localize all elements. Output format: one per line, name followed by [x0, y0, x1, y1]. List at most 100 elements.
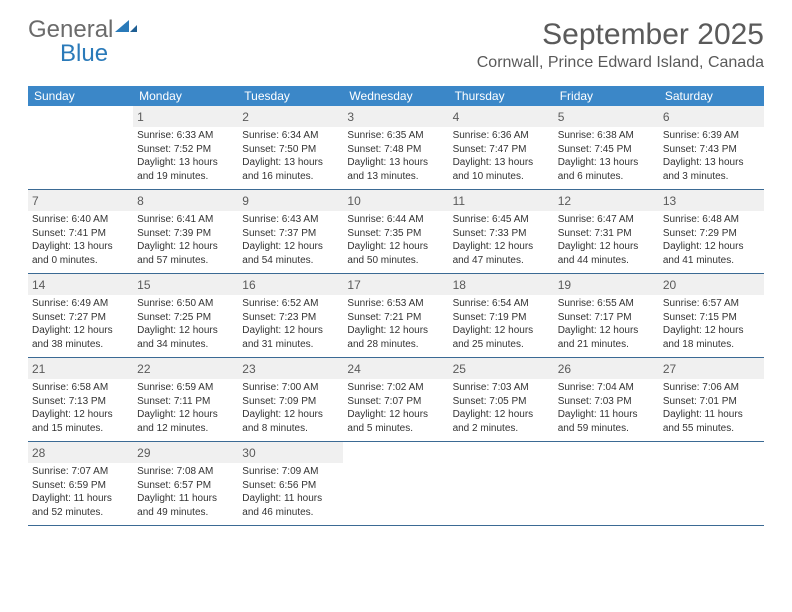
- day-info: Sunrise: 6:33 AMSunset: 7:52 PMDaylight:…: [137, 129, 234, 183]
- calendar-cell: 2 Sunrise: 6:34 AMSunset: 7:50 PMDaylight…: [238, 106, 343, 189]
- day-number: 14: [32, 276, 129, 293]
- day-info: Sunrise: 6:58 AMSunset: 7:13 PMDaylight:…: [32, 381, 129, 435]
- page-header: General Blue September 2025 Cornwall, Pr…: [0, 0, 792, 80]
- day-info: Sunrise: 7:00 AMSunset: 7:09 PMDaylight:…: [242, 381, 339, 435]
- day-info: Sunrise: 7:02 AMSunset: 7:07 PMDaylight:…: [347, 381, 444, 435]
- day-header: Friday: [554, 86, 659, 106]
- day-info: Sunrise: 6:53 AMSunset: 7:21 PMDaylight:…: [347, 297, 444, 351]
- calendar-week: 1 Sunrise: 6:33 AMSunset: 7:52 PMDaylight…: [28, 106, 764, 190]
- day-info: Sunrise: 6:40 AMSunset: 7:41 PMDaylight:…: [32, 213, 129, 267]
- day-info: Sunrise: 6:34 AMSunset: 7:50 PMDaylight:…: [242, 129, 339, 183]
- calendar-cell: 12Sunrise: 6:47 AMSunset: 7:31 PMDayligh…: [554, 190, 659, 273]
- day-number: 24: [347, 360, 444, 377]
- day-number: 9: [242, 192, 339, 209]
- location-subtitle: Cornwall, Prince Edward Island, Canada: [477, 54, 764, 72]
- calendar-cell: 4Sunrise: 6:36 AMSunset: 7:47 PMDaylight…: [449, 106, 554, 189]
- day-info: Sunrise: 6:35 AMSunset: 7:48 PMDaylight:…: [347, 129, 444, 183]
- day-number: 16: [242, 276, 339, 293]
- day-number-bar: 21: [28, 358, 133, 379]
- day-info: Sunrise: 7:09 AMSunset: 6:56 PMDaylight:…: [242, 465, 339, 519]
- day-number-bar: 14: [28, 274, 133, 295]
- title-block: September 2025 Cornwall, Prince Edward I…: [477, 18, 764, 72]
- day-number: 26: [558, 360, 655, 377]
- day-number-bar: 1: [133, 106, 238, 127]
- day-number: 30: [242, 444, 339, 461]
- day-number: 20: [663, 276, 760, 293]
- day-number-bar: 15: [133, 274, 238, 295]
- brand-word2: Blue: [28, 40, 108, 67]
- calendar-cell: 24 Sunrise: 7:02 AMSunset: 7:07 PMDayligh…: [343, 358, 448, 441]
- day-info: Sunrise: 7:04 AMSunset: 7:03 PMDaylight:…: [558, 381, 655, 435]
- day-number: 8: [137, 192, 234, 209]
- day-header: Thursday: [449, 86, 554, 106]
- day-number-bar: 20: [659, 274, 764, 295]
- day-number: 19: [558, 276, 655, 293]
- day-number: 15: [137, 276, 234, 293]
- day-number: 18: [453, 276, 550, 293]
- day-number-bar: 11: [449, 190, 554, 211]
- day-number-bar: 23: [238, 358, 343, 379]
- day-number: 29: [137, 444, 234, 461]
- calendar-cell: 22Sunrise: 6:59 AMSunset: 7:11 PMDayligh…: [133, 358, 238, 441]
- calendar-cell: 5Sunrise: 6:38 AMSunset: 7:45 PMDaylight…: [554, 106, 659, 189]
- day-info: Sunrise: 6:57 AMSunset: 7:15 PMDaylight:…: [663, 297, 760, 351]
- day-number-bar: 9: [238, 190, 343, 211]
- day-number: 2: [242, 108, 339, 125]
- day-info: Sunrise: 7:07 AMSunset: 6:59 PMDaylight:…: [32, 465, 129, 519]
- day-number-bar: 10: [343, 190, 448, 211]
- day-info: Sunrise: 6:41 AMSunset: 7:39 PMDaylight:…: [137, 213, 234, 267]
- day-number-bar: 30: [238, 442, 343, 463]
- day-number-bar: 2: [238, 106, 343, 127]
- calendar-week: 14Sunrise: 6:49 AMSunset: 7:27 PMDayligh…: [28, 274, 764, 358]
- calendar-cell: [28, 106, 133, 189]
- day-info: Sunrise: 6:48 AMSunset: 7:29 PMDaylight:…: [663, 213, 760, 267]
- day-info: Sunrise: 6:55 AMSunset: 7:17 PMDaylight:…: [558, 297, 655, 351]
- calendar-cell: [659, 442, 764, 525]
- day-number: 17: [347, 276, 444, 293]
- day-number: 13: [663, 192, 760, 209]
- calendar-cell: 8 Sunrise: 6:41 AMSunset: 7:39 PMDaylight…: [133, 190, 238, 273]
- calendar-week: 21 Sunrise: 6:58 AMSunset: 7:13 PMDayligh…: [28, 358, 764, 442]
- day-number: 1: [137, 108, 234, 125]
- calendar-cell: 14Sunrise: 6:49 AMSunset: 7:27 PMDayligh…: [28, 274, 133, 357]
- day-number-bar: 26: [554, 358, 659, 379]
- day-info: Sunrise: 6:38 AMSunset: 7:45 PMDaylight:…: [558, 129, 655, 183]
- day-number: 11: [453, 192, 550, 209]
- calendar-cell: 27Sunrise: 7:06 AMSunset: 7:01 PMDayligh…: [659, 358, 764, 441]
- day-info: Sunrise: 6:45 AMSunset: 7:33 PMDaylight:…: [453, 213, 550, 267]
- day-info: Sunrise: 7:03 AMSunset: 7:05 PMDaylight:…: [453, 381, 550, 435]
- day-header: Monday: [133, 86, 238, 106]
- calendar-cell: 18 Sunrise: 6:54 AMSunset: 7:19 PMDayligh…: [449, 274, 554, 357]
- day-info: Sunrise: 6:36 AMSunset: 7:47 PMDaylight:…: [453, 129, 550, 183]
- month-title: September 2025: [477, 18, 764, 52]
- day-info: Sunrise: 6:50 AMSunset: 7:25 PMDaylight:…: [137, 297, 234, 351]
- day-number-bar: 5: [554, 106, 659, 127]
- day-number: 23: [242, 360, 339, 377]
- day-number-bar: 3: [343, 106, 448, 127]
- calendar-cell: [343, 442, 448, 525]
- calendar-cell: 28 Sunrise: 7:07 AMSunset: 6:59 PMDayligh…: [28, 442, 133, 525]
- calendar-body: 1 Sunrise: 6:33 AMSunset: 7:52 PMDaylight…: [28, 106, 764, 526]
- calendar-cell: 9Sunrise: 6:43 AMSunset: 7:37 PMDaylight…: [238, 190, 343, 273]
- calendar-cell: 13 Sunrise: 6:48 AMSunset: 7:29 PMDayligh…: [659, 190, 764, 273]
- day-number-bar: 4: [449, 106, 554, 127]
- day-number: 28: [32, 444, 129, 461]
- calendar-cell: 16Sunrise: 6:52 AMSunset: 7:23 PMDayligh…: [238, 274, 343, 357]
- day-number-bar: 13: [659, 190, 764, 211]
- calendar-cell: 11 Sunrise: 6:45 AMSunset: 7:33 PMDayligh…: [449, 190, 554, 273]
- day-header: Saturday: [659, 86, 764, 106]
- calendar-cell: [554, 442, 659, 525]
- calendar-cell: 19 Sunrise: 6:55 AMSunset: 7:17 PMDayligh…: [554, 274, 659, 357]
- day-number-bar: 16: [238, 274, 343, 295]
- day-number-bar: 17: [343, 274, 448, 295]
- day-info: Sunrise: 6:54 AMSunset: 7:19 PMDaylight:…: [453, 297, 550, 351]
- day-number: 10: [347, 192, 444, 209]
- day-number: 21: [32, 360, 129, 377]
- day-info: Sunrise: 6:59 AMSunset: 7:11 PMDaylight:…: [137, 381, 234, 435]
- calendar-week: 7Sunrise: 6:40 AMSunset: 7:41 PMDaylight…: [28, 190, 764, 274]
- calendar-cell: 7Sunrise: 6:40 AMSunset: 7:41 PMDaylight…: [28, 190, 133, 273]
- calendar-cell: 20 Sunrise: 6:57 AMSunset: 7:15 PMDayligh…: [659, 274, 764, 357]
- day-number-bar: 8: [133, 190, 238, 211]
- calendar-cell: 23 Sunrise: 7:00 AMSunset: 7:09 PMDayligh…: [238, 358, 343, 441]
- calendar-cell: 25Sunrise: 7:03 AMSunset: 7:05 PMDayligh…: [449, 358, 554, 441]
